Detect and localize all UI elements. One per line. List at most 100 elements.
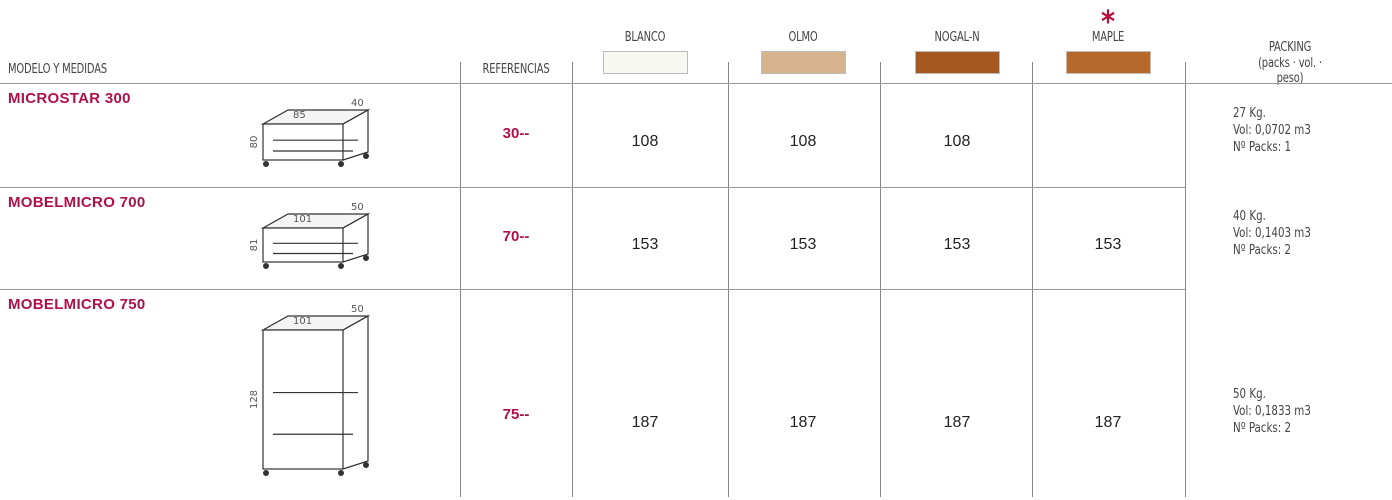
dimension-label: 81 [249, 239, 260, 252]
column-divider [572, 62, 573, 84]
packing-line: 40 Kg. [1233, 209, 1266, 224]
dimension-label: 40 [351, 98, 364, 109]
price: 187 [789, 413, 817, 431]
drawing-line [260, 213, 371, 229]
finish-name: MAPLE [1091, 30, 1125, 45]
drawing-line [338, 263, 344, 269]
drawing-line [273, 139, 358, 152]
price: 153 [789, 236, 817, 253]
finish-name: NOGAL-N [934, 30, 980, 45]
price: 108 [943, 133, 971, 150]
price: 153 [631, 236, 659, 253]
price: 187 [1094, 413, 1122, 431]
column-divider [460, 290, 461, 497]
reference: 30-- [502, 125, 530, 142]
column-divider [1185, 188, 1186, 290]
drawing-line [263, 470, 269, 476]
column-divider [460, 62, 461, 84]
dimension-label: 50 [351, 202, 364, 213]
column-divider [1185, 290, 1186, 497]
packing-line: Vol: 0,0702 m3 [1233, 123, 1311, 138]
model-label: MODELO Y MEDIDAS [8, 62, 107, 77]
packing-subtitle: (packs · vol. · peso) [1258, 56, 1322, 86]
column-divider [880, 84, 881, 188]
dimension-label: 80 [249, 136, 260, 149]
dimension-label: 101 [293, 214, 312, 225]
model-name: MOBELMICRO 700 [8, 194, 146, 211]
column-divider [1032, 188, 1033, 290]
finish-name: OLMO [788, 30, 818, 45]
maple-mark: * [1101, 5, 1116, 40]
column-divider [880, 290, 881, 497]
column-divider [880, 62, 881, 84]
column-divider [880, 188, 881, 290]
drawing-line [260, 315, 371, 331]
product-drawing: 101 50 128 [249, 304, 371, 476]
drawing-line [342, 108, 369, 161]
drawing-line [363, 153, 369, 159]
column-divider [460, 188, 461, 290]
column-divider [728, 290, 729, 497]
price: 153 [943, 236, 971, 253]
packing-title: PACKING [1268, 40, 1312, 55]
column-divider [728, 62, 729, 84]
header-rule [0, 83, 1392, 84]
reference: 75-- [502, 405, 530, 423]
drawing-line [363, 462, 369, 468]
product-drawing: 85 40 80 [249, 98, 371, 167]
drawing-line [262, 123, 344, 161]
finish-swatch [761, 51, 846, 74]
packing-line: 50 Kg. [1233, 386, 1266, 402]
dimension-label: 128 [249, 390, 260, 409]
packing-line: Vol: 0,1403 m3 [1233, 226, 1311, 241]
model-name: MICROSTAR 300 [8, 90, 131, 107]
drawing-line [273, 391, 358, 435]
drawing-line [262, 227, 344, 263]
drawing-line [263, 263, 269, 269]
price: 108 [631, 133, 659, 150]
column-divider [460, 84, 461, 188]
finish-swatch [915, 51, 1000, 74]
column-divider [1185, 62, 1186, 84]
finish-swatch [603, 51, 688, 74]
price: 187 [943, 413, 971, 431]
packing-line: Vol: 0,1833 m3 [1233, 403, 1311, 419]
drawing-line [342, 212, 369, 263]
packing-line: Nº Packs: 2 [1233, 420, 1292, 436]
column-divider [1032, 84, 1033, 188]
drawing-line [363, 255, 369, 261]
drawing-line [342, 314, 369, 470]
price: 108 [789, 133, 817, 150]
column-divider [1032, 62, 1033, 84]
finish-name: BLANCO [624, 30, 666, 45]
packing-line: Nº Packs: 1 [1233, 140, 1292, 155]
dimension-label: 50 [351, 304, 364, 315]
packing-line: 27 Kg. [1233, 106, 1266, 121]
column-divider [1032, 290, 1033, 497]
drawing-line [338, 161, 344, 167]
price: 187 [631, 413, 659, 431]
drawing-line [263, 161, 269, 167]
column-divider [572, 290, 573, 497]
reference: 70-- [502, 228, 530, 245]
column-divider [728, 84, 729, 188]
drawing-line [262, 329, 344, 470]
dimension-label: 101 [293, 316, 312, 327]
drawing-line [338, 470, 344, 476]
column-divider [572, 84, 573, 188]
drawing-line [273, 242, 358, 255]
column-divider [572, 188, 573, 290]
row-rule [0, 187, 1185, 188]
row-rule [0, 289, 1185, 290]
drawing-line [260, 109, 371, 125]
column-divider [1185, 84, 1186, 188]
price: 153 [1094, 236, 1122, 253]
dimension-label: 85 [293, 110, 306, 121]
references-label: REFERENCIAS [482, 62, 550, 77]
finish-swatch [1066, 51, 1151, 74]
packing-line: Nº Packs: 2 [1233, 243, 1292, 258]
model-name: MOBELMICRO 750 [8, 296, 146, 313]
column-divider [728, 188, 729, 290]
product-drawing: 101 50 81 [249, 202, 371, 269]
